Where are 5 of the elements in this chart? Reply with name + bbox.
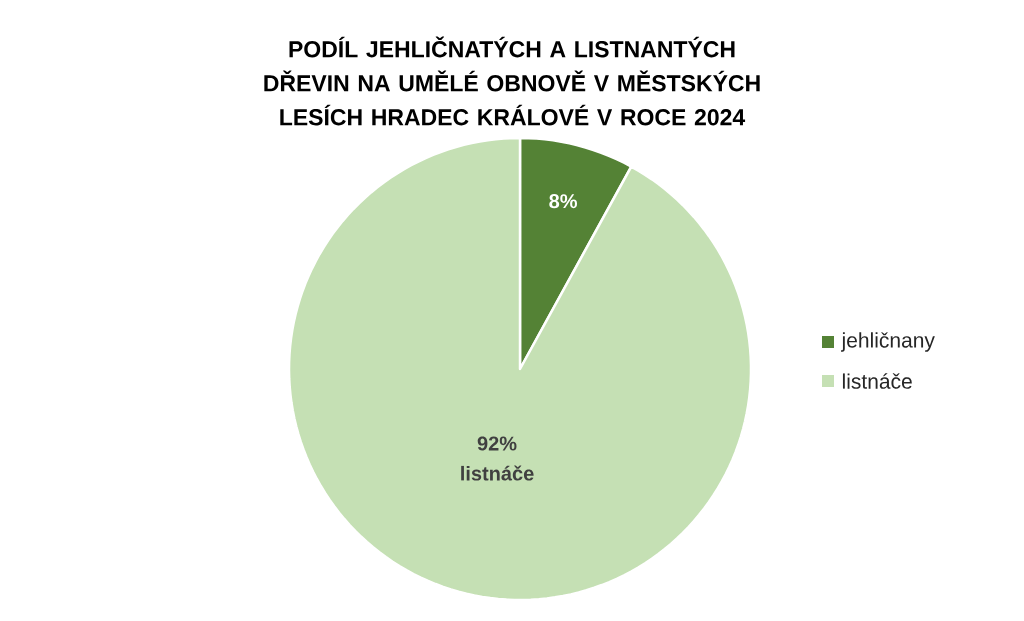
data-label: 8%	[549, 194, 578, 209]
chart-title: PODÍL JEHLIČNATÝCH A LISTNANTÝCH DŘEVIN NA UMĚLÉ OBNOVĚ V MĚSTSKÝCH LESÍCH HRADEC KRÁLOVÉ V ROCE 2024	[264, 36, 760, 126]
legend-label: jehličnany	[841, 332, 935, 352]
data-label: 92% listnáče	[461, 436, 534, 481]
legend-label: listnáče	[842, 373, 912, 389]
